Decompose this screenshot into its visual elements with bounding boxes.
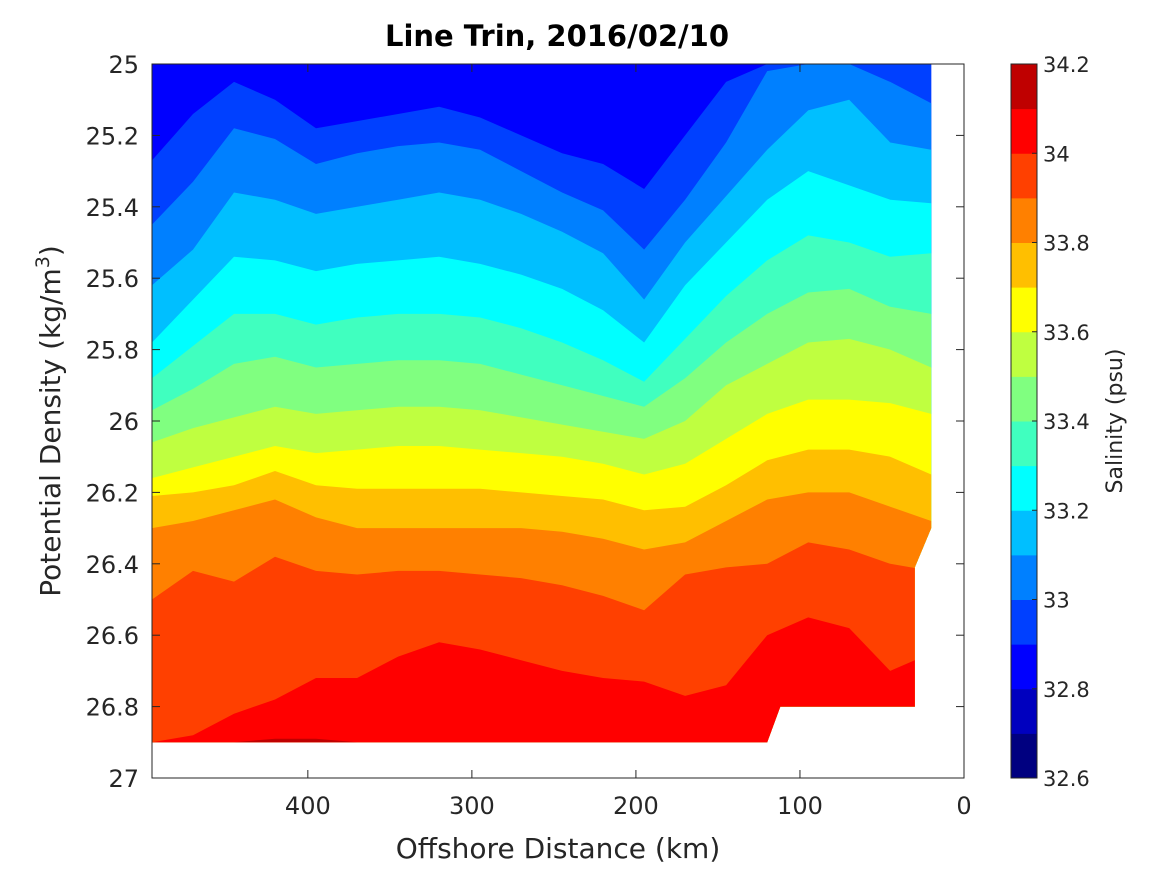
colorbar-tick-label: 33.4 [1043, 410, 1090, 434]
colorbar-swatch [1011, 554, 1037, 600]
contour-fill-layer [152, 64, 932, 743]
colorbar-swatch [1011, 64, 1037, 110]
colorbar-swatch [1011, 510, 1037, 556]
x-tick-label: 300 [449, 792, 495, 820]
y-tick-label: 26.4 [86, 551, 139, 579]
x-tick-label: 400 [285, 792, 331, 820]
y-tick-label: 25 [108, 51, 139, 79]
colorbar-swatch [1011, 197, 1037, 243]
colorbar-tick-label: 33.2 [1043, 499, 1090, 523]
x-axis-ticks: 400 300 200 100 0 [285, 64, 972, 820]
colorbar-tick-label: 32.6 [1043, 767, 1090, 791]
colorbar-swatch [1011, 242, 1037, 288]
colorbar-tick-label: 33 [1043, 589, 1070, 613]
colorbar-swatch [1011, 421, 1037, 467]
colorbar-swatch [1011, 108, 1037, 154]
x-tick-label: 0 [956, 792, 971, 820]
y-tick-label: 25.4 [86, 194, 139, 222]
x-tick-label: 100 [777, 792, 823, 820]
y-tick-label: 26.8 [86, 694, 139, 722]
colorbar-swatch [1011, 465, 1037, 511]
y-tick-label: 25.2 [86, 122, 139, 150]
y-tick-label: 25.6 [86, 265, 139, 293]
colorbar-swatch [1011, 733, 1037, 779]
colorbar-swatch [1011, 287, 1037, 333]
chart-title: Line Trin, 2016/02/10 [385, 19, 729, 53]
y-tick-label: 26.6 [86, 622, 139, 650]
colorbar: 32.6 32.8 33 33.2 33.4 33.6 33.8 34 34.2 [1010, 53, 1090, 791]
colorbar-label: Salinity (psu) [1103, 349, 1128, 494]
y-tick-label: 27 [108, 765, 139, 793]
colorbar-swatch [1011, 644, 1037, 690]
y-tick-label: 26.2 [86, 479, 139, 507]
x-axis-label: Offshore Distance (km) [396, 832, 721, 865]
colorbar-swatch [1011, 153, 1037, 199]
colorbar-swatch [1011, 376, 1037, 422]
colorbar-swatch [1011, 688, 1037, 734]
y-tick-label: 26 [108, 408, 139, 436]
colorbar-tick-label: 34.2 [1043, 53, 1090, 77]
colorbar-tick-label: 34 [1043, 142, 1070, 166]
x-tick-label: 200 [613, 792, 659, 820]
colorbar-tick-label: 33.6 [1043, 321, 1090, 345]
colorbar-swatch [1011, 331, 1037, 377]
colorbar-tick-label: 33.8 [1043, 232, 1090, 256]
y-axis-label: Potential Density (kg/m3) [32, 245, 67, 597]
colorbar-swatch [1011, 599, 1037, 645]
salinity-band-fill [152, 617, 932, 743]
colorbar-tick-label: 32.8 [1043, 678, 1090, 702]
y-axis-ticks: 25 25.2 25.4 25.6 25.8 26 26.2 26.4 26.6 26.8 27 [86, 51, 964, 793]
y-tick-label: 25.8 [86, 337, 139, 365]
y-axis-label-superscript: 3 [32, 256, 54, 268]
